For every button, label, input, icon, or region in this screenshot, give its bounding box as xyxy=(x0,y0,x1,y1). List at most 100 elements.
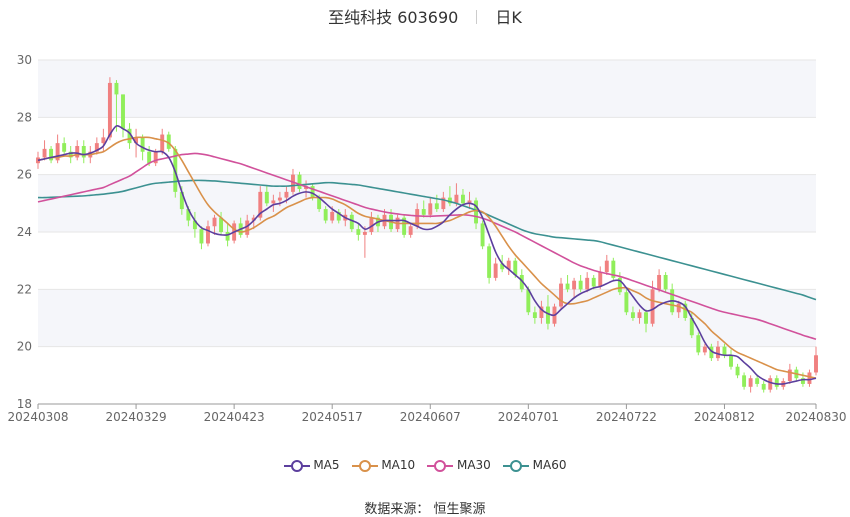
candle-down xyxy=(323,206,328,224)
x-tick-label: 20240329 xyxy=(106,410,167,424)
legend-swatch xyxy=(502,459,529,472)
candle-down xyxy=(591,275,596,290)
candle-up xyxy=(107,77,112,141)
y-tick-label: 30 xyxy=(17,53,32,67)
candle-up xyxy=(493,257,498,281)
x-tick-label: 20240701 xyxy=(498,410,559,424)
ma5-line xyxy=(37,124,817,385)
candle-up xyxy=(304,180,309,198)
candle-up xyxy=(506,257,511,275)
candle-up xyxy=(206,220,210,247)
candle-up xyxy=(657,269,662,293)
candle-down xyxy=(532,306,537,324)
grid-band xyxy=(38,174,816,232)
candle-down xyxy=(663,272,668,293)
candle-down xyxy=(402,214,407,238)
data-source: 数据来源： 恒生聚源 xyxy=(364,502,486,517)
candle-down xyxy=(127,123,132,149)
y-tick-label: 24 xyxy=(17,225,32,239)
candle-down xyxy=(114,80,119,132)
candle-down xyxy=(192,211,197,238)
y-tick-label: 28 xyxy=(17,110,32,124)
legend-item-ma10[interactable]: MA10 xyxy=(351,458,416,473)
candle-up xyxy=(160,128,165,155)
candle-up xyxy=(258,186,263,221)
candle-up xyxy=(36,151,40,169)
y-tick-label: 26 xyxy=(17,168,32,182)
candle-down xyxy=(421,200,426,218)
candle-up xyxy=(441,191,446,212)
candle-up xyxy=(598,266,603,290)
candle-down xyxy=(683,300,688,321)
x-axis: 20240308 20240329 20240423 20240517 20240607… xyxy=(7,403,847,424)
chart-title: 至纯科技 603690 日K xyxy=(0,4,850,28)
candle-down xyxy=(624,289,629,316)
candle-down xyxy=(487,243,492,284)
candle-up xyxy=(251,214,256,230)
legend-label: MA30 xyxy=(453,458,491,472)
candle-down xyxy=(264,186,269,207)
candle-down xyxy=(761,381,766,393)
candle-up xyxy=(94,137,99,155)
y-tick-label: 22 xyxy=(17,282,32,296)
legend-swatch xyxy=(283,459,310,472)
candle-down xyxy=(297,171,302,192)
candle-up xyxy=(75,140,80,161)
candle-up xyxy=(101,128,106,152)
candle-down xyxy=(68,146,73,164)
candle-down xyxy=(774,375,779,390)
legend: MA5 MA10 MA30 MA60 xyxy=(0,458,850,473)
candle-up xyxy=(539,300,544,324)
candle-down xyxy=(729,349,733,370)
x-tick-label: 20240308 xyxy=(7,410,68,424)
x-tick-label: 20240607 xyxy=(400,410,461,424)
candle-down xyxy=(62,137,67,155)
x-tick-label: 20240722 xyxy=(596,410,657,424)
legend-swatch xyxy=(427,459,454,472)
y-tick-label: 18 xyxy=(17,397,32,411)
stock-name-code: 至纯科技 603690 xyxy=(328,8,459,27)
grid-band xyxy=(38,60,816,118)
title-separator xyxy=(476,10,478,24)
legend-label: MA60 xyxy=(528,458,567,472)
candle-up xyxy=(715,340,720,361)
candle-up xyxy=(559,277,563,310)
candle-up xyxy=(814,346,818,376)
candle-down xyxy=(735,363,740,379)
candle-down xyxy=(336,209,341,224)
legend-swatch xyxy=(351,459,378,472)
y-axis-ticks: 18 20 22 24 26 28 30 xyxy=(17,53,32,411)
candle-down xyxy=(644,309,648,333)
legend-item-ma30[interactable]: MA30 xyxy=(427,458,491,473)
candle-up xyxy=(212,214,217,235)
legend-item-ma5[interactable]: MA5 xyxy=(283,458,340,473)
candle-up xyxy=(768,375,773,393)
candle-up xyxy=(55,134,60,164)
candle-up xyxy=(637,309,642,324)
ma10-line xyxy=(37,136,817,379)
candle-up xyxy=(271,194,276,212)
candle-down xyxy=(480,220,485,250)
legend-label: MA10 xyxy=(377,458,416,472)
ma60-line xyxy=(37,179,817,301)
x-tick-label: 20240830 xyxy=(785,410,846,424)
candle-down xyxy=(121,94,125,138)
candle-up xyxy=(676,300,681,318)
candle-down xyxy=(611,257,616,281)
x-tick-label: 20240423 xyxy=(204,410,265,424)
candle-down xyxy=(49,146,54,164)
candle-down xyxy=(166,131,171,152)
candle-down xyxy=(709,343,714,361)
candle-down xyxy=(349,211,354,232)
x-tick-label: 20240812 xyxy=(694,410,755,424)
candle-up xyxy=(807,369,812,387)
candle-up xyxy=(369,211,374,235)
legend-item-ma60[interactable]: MA60 xyxy=(502,458,567,473)
candle-down xyxy=(434,194,439,212)
candle-up xyxy=(787,363,792,384)
candle-up xyxy=(748,375,753,393)
candle-down xyxy=(447,186,452,207)
candle-up xyxy=(467,191,472,210)
candle-down xyxy=(742,372,747,390)
